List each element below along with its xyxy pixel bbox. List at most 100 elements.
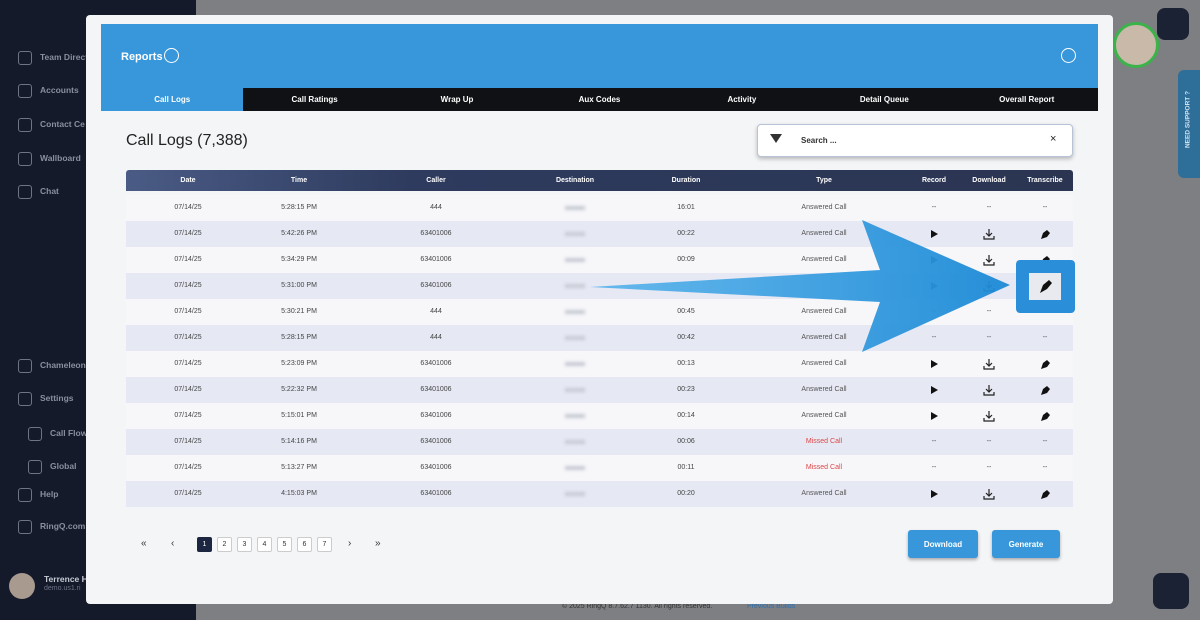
transcribe-button[interactable] [1039, 384, 1051, 396]
cell-date: 07/14/25 [174, 230, 202, 237]
pager-nav[interactable]: » [375, 538, 381, 549]
record-button[interactable] [928, 410, 940, 422]
search-box[interactable]: Search ... × [757, 124, 1073, 157]
empty-cell: -- [986, 308, 992, 315]
pager-nav[interactable]: › [348, 538, 352, 549]
download-button[interactable] [983, 254, 995, 266]
report-tab[interactable]: Detail Queue [859, 95, 909, 104]
table-row: 07/14/25 5:22:32 PM 63401006 00:23 Answered … [126, 377, 1073, 403]
download-button[interactable] [983, 488, 995, 500]
sidebar-item[interactable]: Help [40, 489, 59, 499]
cell-type: Answered Call [801, 334, 847, 341]
download-button[interactable] [983, 358, 995, 370]
pager-nav[interactable]: « [141, 538, 147, 549]
column-header[interactable]: Download [972, 177, 1006, 184]
sidebar-icon [28, 427, 42, 441]
cell-duration: 00:11 [677, 464, 695, 471]
column-header[interactable]: Transcribe [1027, 177, 1063, 184]
sidebar-item[interactable]: Chameleon [40, 360, 86, 370]
video-button[interactable] [1157, 8, 1189, 40]
sidebar-item[interactable]: Team Direct [40, 52, 89, 62]
column-header[interactable]: Caller [426, 177, 446, 184]
cell-time: 5:23:09 PM [281, 360, 317, 367]
cell-date: 07/14/25 [174, 490, 202, 497]
action-button[interactable]: Download [908, 530, 978, 558]
previous-builds-link[interactable]: Previous Builds [747, 603, 796, 610]
page-button[interactable]: 1 [197, 537, 212, 552]
cell-duration: 00:45 [677, 308, 695, 315]
blurred-destination [565, 206, 585, 210]
sidebar-item[interactable]: Wallboard [40, 153, 81, 163]
column-header[interactable]: Type [816, 177, 832, 184]
report-tab[interactable]: Aux Codes [578, 95, 621, 104]
column-header[interactable]: Date [180, 177, 196, 184]
record-button[interactable] [928, 228, 940, 240]
report-tab[interactable]: Wrap Up [440, 95, 474, 104]
cell-caller: 63401006 [420, 230, 452, 237]
sidebar-item[interactable]: RingQ.com [40, 521, 86, 531]
transcribe-button[interactable] [1039, 358, 1051, 370]
column-header[interactable]: Record [921, 177, 947, 184]
avatar[interactable] [1113, 22, 1159, 68]
cell-duration: 00:23 [677, 386, 695, 393]
report-tab[interactable]: Activity [727, 95, 757, 104]
column-header[interactable]: Duration [671, 177, 701, 184]
report-tab[interactable]: Call Ratings [291, 95, 338, 104]
cell-caller: 444 [430, 334, 442, 341]
transcribe-button[interactable] [1039, 228, 1051, 240]
blurred-destination [565, 362, 585, 366]
download-button[interactable] [983, 410, 995, 422]
sidebar-item[interactable]: Chat [40, 186, 59, 196]
modal-title: Reports [121, 51, 163, 63]
cell-duration: 00:42 [677, 334, 695, 341]
close-button[interactable] [1061, 48, 1076, 63]
blurred-destination [565, 414, 585, 418]
sidebar-icon [18, 84, 32, 98]
transcribe-button[interactable] [1039, 410, 1051, 422]
record-button[interactable] [928, 358, 940, 370]
user-name: Terrence He [44, 574, 93, 584]
transcribe-icon [1040, 280, 1052, 293]
table-row: 07/14/25 4:15:03 PM 63401006 00:20 Answered … [126, 481, 1073, 507]
page-heading: Call Logs (7,388) [126, 132, 248, 149]
transcribe-button[interactable] [1039, 488, 1051, 500]
cell-caller: 63401006 [420, 412, 452, 419]
blurred-destination [565, 284, 585, 288]
page-button[interactable]: 3 [237, 537, 252, 552]
page-button[interactable]: 4 [257, 537, 272, 552]
sidebar-item[interactable]: Call Flow [50, 428, 88, 438]
page-button[interactable]: 5 [277, 537, 292, 552]
page-button[interactable]: 2 [217, 537, 232, 552]
report-tab[interactable]: Call Logs [101, 88, 244, 111]
sidebar-icon [18, 520, 32, 534]
cell-caller: 63401006 [420, 256, 452, 263]
report-tab[interactable]: Overall Report [999, 95, 1055, 104]
column-header[interactable]: Time [290, 177, 308, 184]
download-button[interactable] [983, 384, 995, 396]
cell-time: 5:31:00 PM [281, 282, 317, 289]
sidebar-item[interactable]: Contact Ce [40, 119, 85, 129]
sidebar-item[interactable]: Global [50, 461, 77, 471]
phone-button[interactable] [1153, 573, 1189, 609]
download-button[interactable] [983, 228, 995, 240]
cell-duration: 16:01 [677, 204, 695, 211]
pager-nav[interactable]: ‹ [171, 538, 175, 549]
record-button[interactable] [928, 488, 940, 500]
cell-type: Answered Call [801, 386, 847, 393]
sidebar-item[interactable]: Accounts [40, 85, 79, 95]
support-tab[interactable]: NEED SUPPORT ? [1178, 70, 1200, 178]
clear-search[interactable]: × [1050, 133, 1057, 145]
page-button[interactable]: 6 [297, 537, 312, 552]
page-button[interactable]: 7 [317, 537, 332, 552]
cell-type: Answered Call [801, 412, 847, 419]
cell-caller: 444 [430, 308, 442, 315]
cell-duration: 00:20 [677, 490, 695, 497]
column-header[interactable]: Destination [555, 177, 595, 184]
blurred-destination [565, 466, 585, 470]
info-icon[interactable] [164, 48, 179, 63]
record-button[interactable] [928, 384, 940, 396]
sidebar-item[interactable]: Settings [40, 393, 74, 403]
cell-time: 5:42:26 PM [281, 230, 317, 237]
user-avatar[interactable] [9, 573, 35, 599]
action-button[interactable]: Generate [992, 530, 1060, 558]
